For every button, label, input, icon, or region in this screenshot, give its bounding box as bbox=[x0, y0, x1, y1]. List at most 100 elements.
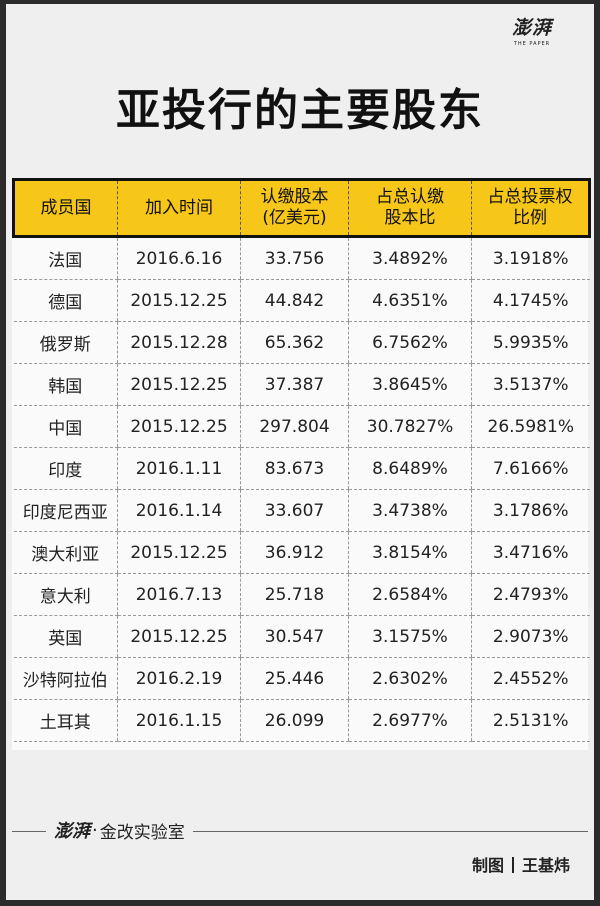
table-cell: 2.5131% bbox=[471, 699, 590, 742]
table-cell: 2016.6.16 bbox=[117, 236, 241, 280]
table-cell: 3.4892% bbox=[348, 236, 472, 280]
table-cell: 2.9073% bbox=[471, 615, 590, 658]
header-cell: 占总认缴 股本比 bbox=[348, 178, 472, 238]
table-row: 印度尼西亚 2016.1.14 33.607 3.4738% 3.1786% bbox=[13, 489, 590, 532]
table-row: 俄罗斯 2015.12.28 65.362 6.7562% 5.9935% bbox=[13, 321, 590, 364]
credit-separator bbox=[511, 857, 514, 873]
table-cell: 33.607 bbox=[240, 489, 349, 532]
table-cell: 2.6584% bbox=[348, 573, 472, 616]
table-cell: 印度 bbox=[13, 447, 118, 490]
table-cell: 3.1786% bbox=[471, 489, 590, 532]
header-cell-line: 占总认缴 bbox=[376, 187, 444, 207]
header-cell-line: 认缴股本 bbox=[260, 187, 329, 207]
table-cell: 5.9935% bbox=[471, 321, 590, 364]
table-cell: 2015.12.28 bbox=[117, 321, 241, 364]
table-row: 韩国 2015.12.25 37.387 3.8645% 3.5137% bbox=[13, 363, 590, 406]
table-cell: 44.842 bbox=[240, 279, 349, 322]
table-cell: 3.8154% bbox=[348, 531, 472, 574]
table-row: 土耳其 2016.1.15 26.099 2.6977% 2.5131% bbox=[13, 699, 590, 742]
header-cell: 成员国 bbox=[12, 178, 118, 238]
header-cell-line: 加入时间 bbox=[145, 197, 213, 218]
table-cell: 26.099 bbox=[240, 699, 349, 742]
header-cell-line: 股本比 bbox=[384, 208, 436, 228]
table-cell: 2015.12.25 bbox=[117, 405, 241, 448]
shareholder-table: 成员国 加入时间 认缴股本 (亿美元) 占总认缴 股本比 占总投票权 比例 法国 2016.6.… bbox=[12, 178, 591, 742]
table-row: 意大利 2016.7.13 25.718 2.6584% 2.4793% bbox=[13, 573, 590, 616]
logo-subtitle: THE PAPER bbox=[513, 41, 551, 47]
table-cell: 30.547 bbox=[240, 615, 349, 658]
table-cell: 2.4793% bbox=[471, 573, 590, 616]
page-title: 亚投行的主要股东 bbox=[116, 85, 484, 136]
table-body: 法国 2016.6.16 33.756 3.4892% 3.1918% 德国 2015.12… bbox=[13, 236, 590, 742]
table-cell: 26.5981% bbox=[471, 405, 590, 448]
infographic-page: 澎湃 THE PAPER 亚投行的主要股东 成员国 加入时间 认缴股本 (亿美元) 占总… bbox=[6, 4, 594, 900]
header-cell-line: 占总投票权 bbox=[487, 187, 573, 207]
table-cell: 印度尼西亚 bbox=[13, 489, 118, 532]
table-cell: 3.4738% bbox=[348, 489, 472, 532]
table-cell: 3.4716% bbox=[471, 531, 590, 574]
table-cell: 3.1918% bbox=[471, 236, 590, 280]
table-cell: 3.1575% bbox=[348, 615, 472, 658]
table-cell: 2.4552% bbox=[471, 657, 590, 700]
table-cell: 297.804 bbox=[240, 405, 349, 448]
credit-line: 制图 王基炜 bbox=[472, 852, 570, 876]
shareholder-table-container: 成员国 加入时间 认缴股本 (亿美元) 占总认缴 股本比 占总投票权 比例 法国 2016.6.… bbox=[12, 178, 591, 750]
table-cell: 2016.7.13 bbox=[117, 573, 241, 616]
footer-divider bbox=[12, 831, 588, 832]
table-cell: 中国 bbox=[13, 405, 118, 448]
table-cell: 30.7827% bbox=[348, 405, 472, 448]
table-row: 中国 2015.12.25 297.804 30.7827% 26.5981% bbox=[13, 405, 590, 448]
table-cell: 37.387 bbox=[240, 363, 349, 406]
table-cell: 法国 bbox=[13, 236, 118, 280]
table-cell: 7.6166% bbox=[471, 447, 590, 490]
table-row: 英国 2015.12.25 30.547 3.1575% 2.9073% bbox=[13, 615, 590, 658]
table-cell: 65.362 bbox=[240, 321, 349, 364]
table-row: 沙特阿拉伯 2016.2.19 25.446 2.6302% 2.4552% bbox=[13, 657, 590, 700]
credit-label: 制图 bbox=[471, 856, 504, 875]
table-cell: 33.756 bbox=[240, 236, 349, 280]
header-cell: 占总投票权 比例 bbox=[471, 178, 591, 238]
table-cell: 2016.1.14 bbox=[117, 489, 241, 532]
header-cell-line: 成员国 bbox=[40, 197, 92, 218]
table-row: 法国 2016.6.16 33.756 3.4892% 3.1918% bbox=[13, 236, 590, 280]
table-cell: 3.5137% bbox=[471, 363, 590, 406]
table-cell: 意大利 bbox=[13, 573, 118, 616]
table-cell: 2015.12.25 bbox=[117, 531, 241, 574]
header-cell: 认缴股本 (亿美元) bbox=[240, 178, 349, 238]
footer-logo-mark: 澎湃 bbox=[54, 821, 90, 842]
header-cell-line: 比例 bbox=[513, 208, 547, 228]
footer-brand: 澎湃 · 金改实验室 bbox=[46, 812, 193, 848]
table-cell: 25.718 bbox=[240, 573, 349, 616]
table-cell: 2016.1.15 bbox=[117, 699, 241, 742]
table-cell: 沙特阿拉伯 bbox=[13, 657, 118, 700]
logo-mark: 澎湃 bbox=[511, 17, 552, 39]
header-cell: 加入时间 bbox=[117, 178, 241, 238]
table-cell: 2015.12.25 bbox=[117, 279, 241, 322]
table-cell: 83.673 bbox=[240, 447, 349, 490]
table-cell: 韩国 bbox=[13, 363, 118, 406]
credit-name: 王基炜 bbox=[521, 856, 570, 875]
table-cell: 德国 bbox=[13, 279, 118, 322]
table-cell: 2.6977% bbox=[348, 699, 472, 742]
paper-logo: 澎湃 THE PAPER bbox=[504, 16, 560, 54]
table-header: 成员国 加入时间 认缴股本 (亿美元) 占总认缴 股本比 占总投票权 比例 bbox=[12, 178, 591, 238]
table-cell: 3.8645% bbox=[348, 363, 472, 406]
header-cell-line: (亿美元) bbox=[262, 208, 327, 228]
table-cell: 2016.2.19 bbox=[117, 657, 241, 700]
table-cell: 土耳其 bbox=[13, 699, 118, 742]
table-cell: 4.1745% bbox=[471, 279, 590, 322]
table-cell: 4.6351% bbox=[348, 279, 472, 322]
table-cell: 25.446 bbox=[240, 657, 349, 700]
table-cell: 2.6302% bbox=[348, 657, 472, 700]
footer-lab-name: 金改实验室 bbox=[99, 822, 185, 843]
footer-dot: · bbox=[92, 819, 98, 841]
table-cell: 澳大利亚 bbox=[13, 531, 118, 574]
table-cell: 俄罗斯 bbox=[13, 321, 118, 364]
table-cell: 2015.12.25 bbox=[117, 615, 241, 658]
table-row: 印度 2016.1.11 83.673 8.6489% 7.6166% bbox=[13, 447, 590, 490]
table-row: 德国 2015.12.25 44.842 4.6351% 4.1745% bbox=[13, 279, 590, 322]
table-cell: 2015.12.25 bbox=[117, 363, 241, 406]
table-row: 澳大利亚 2015.12.25 36.912 3.8154% 3.4716% bbox=[13, 531, 590, 574]
table-cell: 36.912 bbox=[240, 531, 349, 574]
table-cell: 英国 bbox=[13, 615, 118, 658]
